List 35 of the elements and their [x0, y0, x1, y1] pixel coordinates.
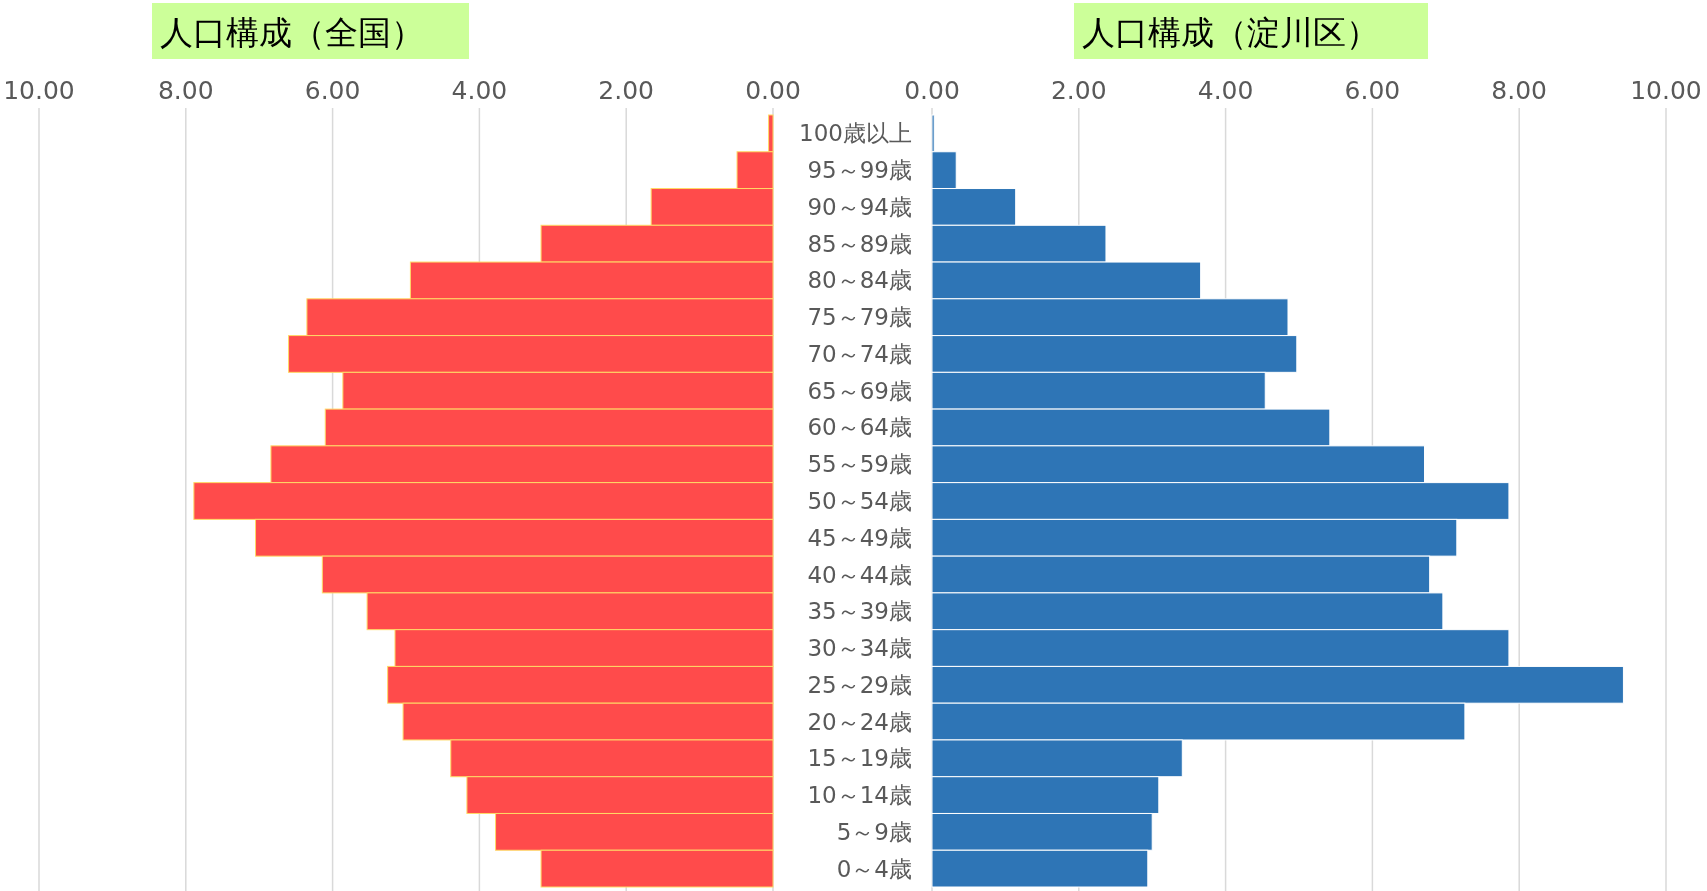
x-tick-label: 10.00 [3, 76, 75, 105]
x-tick-label: 8.00 [1491, 76, 1548, 105]
y-tick-label: 60～64歳 [807, 414, 912, 441]
y-tick-label: 30～34歳 [807, 635, 912, 662]
x-tick-label: 2.00 [598, 76, 655, 105]
x-tick-label: 0.00 [745, 76, 801, 105]
y-tick-label: 75～79歳 [807, 304, 912, 331]
y-tick-label: 100歳以上 [799, 120, 912, 147]
chart-title: 人口構成（淀川区） [1082, 13, 1379, 52]
y-tick-label: 85～89歳 [807, 230, 912, 257]
chart-title: 人口構成（全国） [160, 13, 424, 52]
x-tick-label: 10.00 [1630, 76, 1702, 105]
x-tick-label: 6.00 [304, 76, 361, 105]
y-tick-label: 35～39歳 [807, 598, 912, 625]
y-tick-label: 65～69歳 [807, 377, 912, 404]
y-tick-label: 80～84歳 [807, 267, 912, 294]
y-tick-label: 90～94歳 [807, 193, 912, 220]
y-tick-label: 50～54歳 [807, 488, 912, 514]
x-tick-label: 6.00 [1344, 76, 1401, 105]
y-tick-label: 40～44歳 [807, 561, 912, 588]
y-tick-label: 10～14歳 [807, 782, 912, 809]
y-tick-label: 15～19歳 [807, 745, 912, 772]
y-tick-label: 70～74歳 [807, 340, 912, 367]
y-tick-label: 45～49歳 [807, 524, 912, 551]
x-tick-label: 8.00 [157, 76, 214, 105]
y-tick-label: 5～9歳 [836, 818, 912, 845]
y-tick-label: 55～59歳 [807, 451, 912, 478]
x-tick-label: 2.00 [1050, 76, 1107, 105]
x-tick-label: 0.00 [904, 76, 960, 105]
y-tick-label: 20～24歳 [807, 708, 912, 735]
y-tick-label: 0～4歳 [836, 855, 912, 882]
x-tick-label: 4.00 [1197, 76, 1254, 105]
y-tick-label: 25～29歳 [807, 671, 912, 698]
x-tick-label: 4.00 [451, 76, 508, 105]
y-tick-label: 95～99歳 [807, 157, 912, 184]
